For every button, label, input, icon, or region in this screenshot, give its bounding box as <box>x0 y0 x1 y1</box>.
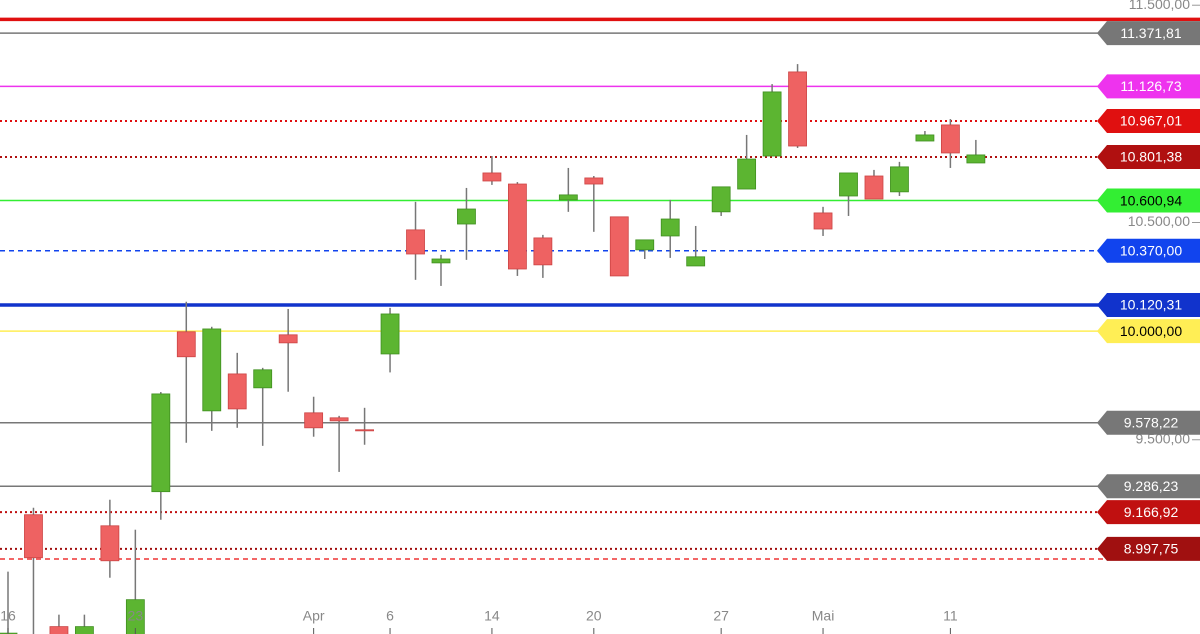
level-tag <box>1097 500 1200 525</box>
x-axis: 16 23 Apr 6 14 20 27 Mai 11 <box>0 608 958 634</box>
candle-body <box>813 212 833 230</box>
candle-body <box>737 158 757 190</box>
candle-body <box>507 183 527 270</box>
candle-body <box>762 91 782 157</box>
candle-body <box>355 429 374 432</box>
candle-body <box>125 599 145 634</box>
candle-body <box>304 412 324 429</box>
level-tag <box>1097 536 1200 561</box>
candle-body <box>584 177 604 185</box>
level-tags: 11.371,81 11.126,73 10.967,01 10.801,38 10.6… <box>1097 21 1200 561</box>
level-label: 9.286,23 <box>1124 478 1179 494</box>
level-tag <box>1097 188 1200 213</box>
candle-body <box>966 154 986 164</box>
x-tick-label: 6 <box>386 608 394 624</box>
y-tick-label: 11.500,00 <box>1129 0 1190 12</box>
x-tick-label: 14 <box>484 608 500 624</box>
candle-body <box>100 525 120 562</box>
level-label: 11.371,81 <box>1120 25 1181 41</box>
candle-body <box>24 514 43 559</box>
candle-body <box>558 194 578 201</box>
level-label: 11.126,73 <box>1120 78 1181 94</box>
x-tick-label: Mai <box>812 608 835 624</box>
level-label: 8.997,75 <box>1124 541 1179 557</box>
level-tag <box>1097 410 1200 435</box>
level-tag <box>1097 238 1200 263</box>
y-tick-label: 10.500,00 <box>1128 213 1190 229</box>
level-tag <box>1097 21 1200 46</box>
level-label: 9.166,92 <box>1124 504 1179 520</box>
x-tick-label: 20 <box>586 608 602 624</box>
candle-body <box>890 166 909 193</box>
candle-body <box>49 626 69 634</box>
candle-body <box>406 229 425 255</box>
level-label: 10.370,00 <box>1120 242 1182 258</box>
level-label: 9.578,22 <box>1124 414 1179 430</box>
candle-body <box>864 175 884 200</box>
candle-body <box>431 258 451 264</box>
x-tick-label: 27 <box>713 608 729 624</box>
level-tag <box>1097 109 1200 134</box>
candles <box>0 64 986 634</box>
level-tag <box>1097 292 1200 317</box>
level-label: 10.801,38 <box>1120 149 1182 165</box>
candle-body <box>151 393 171 493</box>
candle-body <box>457 208 476 225</box>
candle-body <box>686 256 706 267</box>
candle-body <box>635 239 655 251</box>
candle-body <box>711 186 731 213</box>
candle-body <box>278 334 298 344</box>
candle-body <box>176 331 196 358</box>
level-label: 10.000,00 <box>1120 323 1182 339</box>
levels <box>0 17 1200 560</box>
level-tag <box>1097 74 1200 99</box>
level-label: 10.120,31 <box>1120 297 1182 313</box>
candle-body <box>609 216 629 277</box>
x-tick-label: Apr <box>303 608 325 624</box>
candle-body <box>380 313 400 355</box>
candle-body <box>660 218 680 237</box>
candle-body <box>839 172 858 197</box>
level-label: 10.967,01 <box>1120 113 1182 129</box>
candle-body <box>788 71 807 147</box>
candle-body <box>329 417 349 422</box>
candle-body <box>202 328 222 412</box>
candle-body <box>533 237 553 266</box>
candle-body <box>253 369 273 389</box>
candle-body <box>940 124 960 154</box>
x-tick-label: 11 <box>943 608 958 624</box>
candle-body <box>75 626 94 634</box>
x-tick-label: 23 <box>128 608 144 624</box>
candle-body <box>227 373 247 410</box>
level-tag <box>1097 145 1200 170</box>
candle-body <box>482 172 502 182</box>
x-tick-label: 16 <box>0 608 16 624</box>
candle-body <box>915 134 935 142</box>
level-label: 10.600,94 <box>1120 192 1182 208</box>
level-tag <box>1097 474 1200 499</box>
level-tag <box>1097 319 1200 344</box>
